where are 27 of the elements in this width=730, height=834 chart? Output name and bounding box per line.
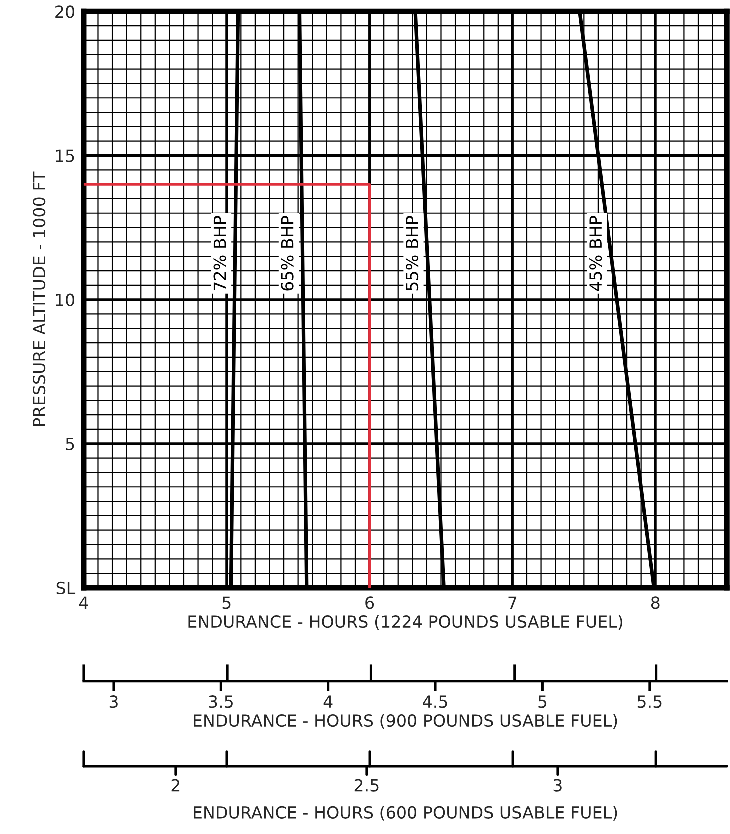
x2-tick-label: 3 bbox=[110, 696, 118, 708]
text: 72% BHP bbox=[214, 216, 226, 291]
x2-tick-label: 4.5 bbox=[423, 696, 448, 708]
x-axis-title: ENDURANCE - HOURS (1224 POUNDS USABLE FUEL) bbox=[188, 615, 622, 630]
y-tick-label: 5 bbox=[66, 438, 74, 450]
x2-tick-label: 3.5 bbox=[209, 696, 233, 708]
x-tick-label: 6 bbox=[366, 596, 374, 610]
x2-tick-label: 5.5 bbox=[638, 696, 662, 708]
text: 45% BHP bbox=[590, 216, 602, 292]
x-tick-label: 4 bbox=[79, 596, 88, 609]
x-tick-label: 5 bbox=[222, 596, 231, 610]
x2-tick-label: 5 bbox=[538, 696, 547, 708]
y-tick-label: SL bbox=[56, 582, 76, 595]
text: ENDURANCE - HOURS (600 POUNDS USABLE FUEL) bbox=[194, 806, 618, 821]
text: 55% BHP bbox=[406, 216, 419, 291]
text: 2.5 bbox=[354, 779, 379, 792]
x2-axis-title: ENDURANCE - HOURS (900 POUNDS USABLE FUEL) bbox=[194, 714, 618, 730]
y-tick-label: 15 bbox=[56, 150, 74, 162]
y-axis-title: PRESSURE ALTITUDE - 1000 FT bbox=[33, 172, 46, 426]
text: 2 bbox=[172, 779, 180, 792]
y-tick-label: 10 bbox=[56, 294, 75, 306]
x-tick-label: 8 bbox=[651, 596, 660, 610]
x2-tick-label: 4 bbox=[324, 696, 333, 708]
text: 3 bbox=[554, 779, 562, 792]
x-tick-label: 7 bbox=[508, 596, 517, 609]
y-tick-label: 20 bbox=[56, 6, 75, 18]
text: 65% BHP bbox=[281, 216, 294, 291]
